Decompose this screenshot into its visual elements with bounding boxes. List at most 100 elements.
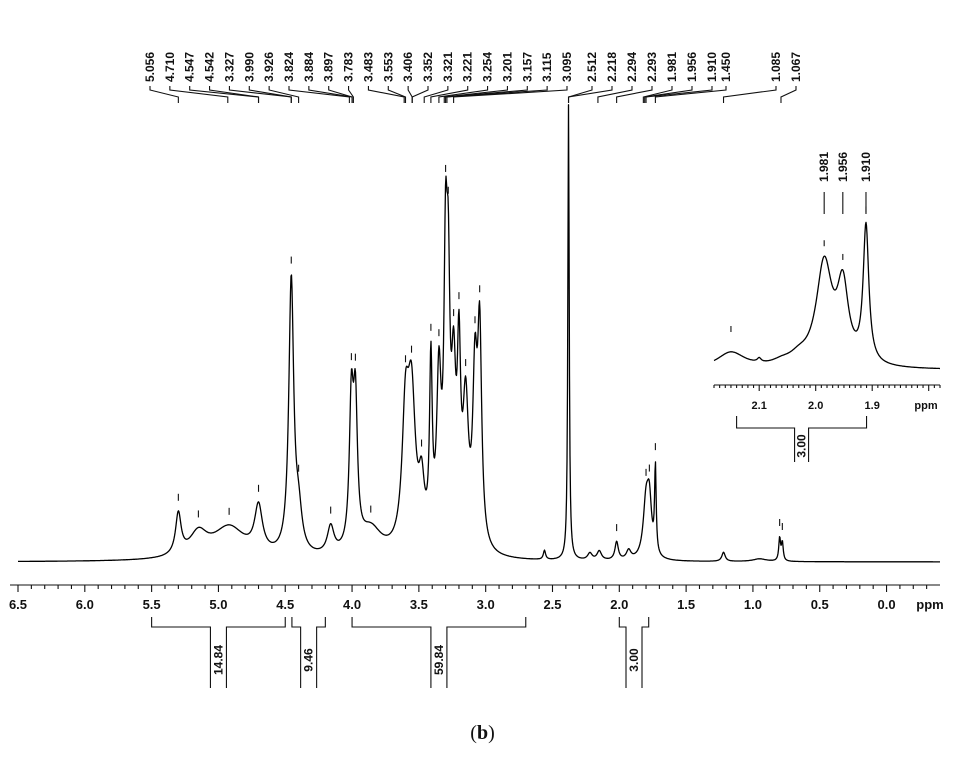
inset-spectrum-trace <box>713 221 941 370</box>
peak-shift-label: 4.547 <box>183 52 197 82</box>
peak-label-leader <box>722 86 777 103</box>
peak-label-leader <box>149 86 179 103</box>
peak-shift-label: 2.294 <box>625 52 639 82</box>
caption-label: b <box>476 722 489 744</box>
spectrum-trace <box>17 104 941 563</box>
integral-bracket <box>618 617 650 688</box>
x-tick-label: 1.5 <box>677 597 695 612</box>
peak-shift-label: 4.710 <box>163 52 177 82</box>
peak-label-leader <box>348 86 354 103</box>
peak-label-leader <box>189 86 260 103</box>
peak-shift-label: 5.056 <box>143 52 157 82</box>
x-tick-label: 3.5 <box>410 597 428 612</box>
peak-label-leader <box>445 86 528 103</box>
peak-shift-label: 3.483 <box>361 52 375 82</box>
peak-shift-label: 3.824 <box>282 52 296 82</box>
peak-shift-label: 1.956 <box>685 52 699 82</box>
peak-shift-label: 3.095 <box>560 52 574 82</box>
integral-bracket <box>351 617 527 688</box>
integral-bracket <box>151 617 286 688</box>
peak-label-leader <box>169 86 229 103</box>
peak-shift-label: 3.327 <box>222 52 236 82</box>
peak-label-leader <box>446 86 548 103</box>
peak-shift-label: 3.406 <box>401 52 415 82</box>
inset-integral-bracket <box>736 416 868 462</box>
peak-label-leader <box>248 86 292 103</box>
peak-label-leader <box>642 86 673 103</box>
inset-panel: 2.1 2.0 1.9 ppm 1.981 1.956 1.910 3.00 <box>713 152 941 462</box>
peak-label-leader <box>645 86 713 103</box>
peak-shift-label: 3.115 <box>540 52 554 82</box>
peak-label-leader <box>438 86 489 103</box>
peak-shift-label: 1.085 <box>769 52 783 82</box>
inset-peak-label: 1.910 <box>859 152 873 182</box>
peak-label-leader <box>597 86 633 103</box>
figure-caption: (b) <box>470 722 495 744</box>
x-tick-label: 6.0 <box>76 597 94 612</box>
peak-shift-label: 3.990 <box>242 52 256 82</box>
peak-shift-label: 1.910 <box>705 52 719 82</box>
peak-shift-label: 1.981 <box>665 52 679 82</box>
peak-label-leader <box>423 86 449 103</box>
inset-x-axis-label: ppm <box>914 400 937 412</box>
peak-label-leader <box>411 86 429 103</box>
x-tick-label: 4.0 <box>343 597 361 612</box>
peak-shift-label: 2.218 <box>605 52 619 82</box>
peak-shift-label: 3.884 <box>302 52 316 82</box>
peak-shift-label: 3.926 <box>262 52 276 82</box>
peak-shift-label: 3.352 <box>421 52 435 82</box>
x-tick-label: 5.0 <box>209 597 227 612</box>
x-tick-label: 2.0 <box>610 597 628 612</box>
peak-label-leader <box>443 86 508 103</box>
peak-shift-label: 1.067 <box>789 52 803 82</box>
peak-label-leader <box>387 86 407 103</box>
peak-shift-label: 3.201 <box>500 52 514 82</box>
peak-label-leader <box>407 86 413 103</box>
peak-shift-label: 4.542 <box>203 52 217 82</box>
integral-value-label: 3.00 <box>627 648 641 672</box>
integral-bracket <box>291 617 326 688</box>
inset-x-tick-label: 2.0 <box>808 400 823 412</box>
x-tick-label: 5.5 <box>143 597 161 612</box>
peak-label-leader <box>644 86 693 103</box>
peak-shift-label: 1.450 <box>719 52 733 82</box>
peak-label-leader <box>288 86 350 103</box>
x-tick-label: 0.5 <box>811 597 829 612</box>
x-tick-label: 4.5 <box>276 597 294 612</box>
integral-value-label: 59.84 <box>432 645 446 675</box>
x-tick-label: 1.0 <box>744 597 762 612</box>
peak-label-leader <box>567 86 613 103</box>
peak-label-leader <box>616 86 653 103</box>
peak-shift-label: 3.553 <box>381 52 395 82</box>
peak-label-leader <box>567 86 593 103</box>
x-tick-label: 0.0 <box>878 597 896 612</box>
peak-shift-label: 3.254 <box>481 52 495 82</box>
inset-x-tick-label: 1.9 <box>865 400 880 412</box>
peak-shift-label: 3.221 <box>461 52 475 82</box>
peak-label-leader <box>453 86 568 103</box>
x-tick-label: 2.5 <box>543 597 561 612</box>
inset-x-tick-label: 2.1 <box>752 400 767 412</box>
integral-value-label: 9.46 <box>302 648 316 672</box>
peak-shift-label: 3.321 <box>441 52 455 82</box>
peak-shift-label: 2.512 <box>585 52 599 82</box>
peak-shift-label: 3.897 <box>322 52 336 82</box>
x-tick-label: 3.0 <box>477 597 495 612</box>
integral-layer: 14.84 9.46 59.84 3.00 <box>151 617 650 688</box>
integral-value-label: 14.84 <box>211 645 225 675</box>
x-axis: 6.5 6.0 5.5 5.0 4.5 4.0 3.5 3.0 2.5 2.0 1.5 1.0 0.5 0… <box>9 584 944 612</box>
peak-label-leader <box>430 86 469 103</box>
peak-shift-label: 2.293 <box>645 52 659 82</box>
peak-shift-label: 3.157 <box>520 52 534 82</box>
peak-shift-label: 3.783 <box>342 52 356 82</box>
peak-label-leader <box>780 86 797 103</box>
inset-integral-label: 3.00 <box>795 434 809 458</box>
peak-label-leader <box>328 86 353 103</box>
peak-label-leader <box>268 86 300 103</box>
x-axis-label: ppm <box>916 597 943 612</box>
peak-label-layer: 5.056 4.710 4.547 4.542 3.327 3.990 3.926 3.824… <box>143 52 803 532</box>
peak-label-leader <box>209 86 260 103</box>
x-tick-label: 6.5 <box>9 597 27 612</box>
inset-peak-label: 1.981 <box>817 152 831 182</box>
